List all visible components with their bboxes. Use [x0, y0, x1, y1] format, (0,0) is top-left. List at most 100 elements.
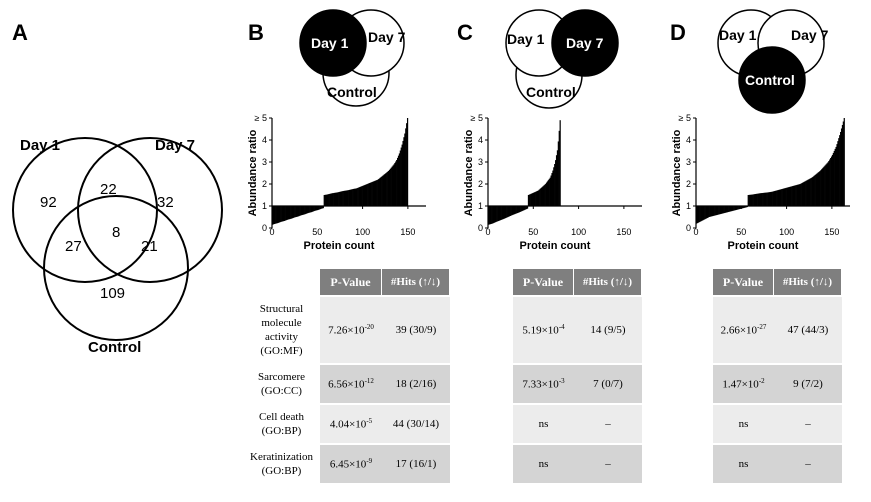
bar	[821, 168, 824, 206]
bar	[507, 206, 509, 218]
bar	[498, 206, 501, 221]
bar	[788, 187, 790, 206]
pvalue-cell: 4.04×10-5	[320, 403, 382, 443]
bar	[541, 187, 543, 206]
bar	[774, 190, 777, 206]
bar	[385, 173, 387, 206]
pvalue-exponent: -5	[366, 417, 373, 426]
bar	[351, 189, 353, 206]
pvalue-cell: ns	[513, 443, 574, 483]
pvalue-base: 1.47×10	[722, 378, 759, 391]
bar	[358, 187, 360, 206]
bar	[749, 194, 751, 206]
bar	[827, 162, 829, 206]
bar	[387, 171, 389, 206]
bar	[808, 179, 810, 206]
table-row: Keratinization (GO:BP) 6.45×10-9 17 (16/1)	[243, 443, 450, 483]
bar	[403, 137, 405, 206]
hits-cell: 39 (30/9)	[382, 295, 450, 363]
bar	[289, 206, 291, 220]
go-term-label: Sarcomere (GO:CC)	[243, 363, 320, 403]
bar	[400, 147, 402, 206]
hits-cell: 7 (0/7)	[574, 363, 642, 403]
bar	[792, 185, 795, 206]
bar	[406, 123, 408, 206]
hits-cell: –	[574, 443, 642, 483]
bar	[367, 183, 369, 206]
table-row: ns –	[713, 403, 842, 443]
bar	[733, 206, 735, 211]
bar	[508, 206, 511, 217]
bar	[818, 171, 820, 206]
bar	[488, 206, 490, 225]
bar	[389, 168, 391, 206]
bar	[326, 194, 328, 206]
x-tick-label: 100	[571, 227, 586, 237]
bar	[705, 206, 707, 219]
bar	[824, 165, 826, 206]
bar	[534, 192, 536, 206]
bar	[760, 193, 762, 206]
bar	[277, 206, 279, 224]
bar	[768, 192, 770, 206]
venn-count-all-three: 8	[112, 224, 120, 241]
bar	[816, 173, 818, 206]
bar	[698, 206, 700, 223]
bar	[395, 161, 397, 206]
table-row: 2.66×10-27 47 (44/3)	[713, 295, 842, 363]
bar	[535, 191, 537, 206]
bar	[830, 158, 832, 206]
y-tick-label: 0	[686, 223, 691, 233]
table-row: 1.47×10-2 9 (7/2)	[713, 363, 842, 403]
venn-count-day7-only: 32	[157, 194, 174, 211]
bar	[794, 185, 796, 206]
bar	[383, 174, 385, 206]
bar	[402, 140, 404, 206]
bar	[287, 206, 289, 220]
bar	[826, 163, 828, 206]
x-tick-label: 100	[355, 227, 370, 237]
go-term-line: activity	[265, 331, 298, 343]
bar	[506, 206, 508, 218]
bar	[300, 206, 303, 216]
bar	[773, 191, 776, 206]
bar	[735, 206, 738, 210]
bar	[361, 186, 363, 206]
bar	[375, 180, 377, 206]
venn-circle-control	[43, 195, 189, 341]
bar	[713, 206, 715, 216]
bar	[819, 171, 821, 206]
bar	[392, 165, 394, 206]
bar	[377, 179, 380, 206]
bar	[800, 183, 802, 206]
bar	[352, 188, 354, 206]
bar	[303, 206, 305, 215]
bar	[401, 144, 403, 206]
bar	[339, 191, 342, 206]
bar	[550, 175, 552, 206]
bar	[311, 206, 314, 212]
x-tick-label: 50	[312, 227, 322, 237]
bar	[554, 164, 556, 206]
hits-cell: 47 (44/3)	[774, 295, 842, 363]
bar	[747, 195, 749, 206]
bar	[348, 190, 350, 206]
pvalue-cell: ns	[713, 403, 774, 443]
bar	[279, 206, 281, 223]
bar	[340, 191, 343, 206]
go-term-line: Cell death	[259, 411, 304, 423]
bar	[306, 206, 308, 214]
bar	[523, 206, 525, 211]
pvalue-base: 7.33×10	[522, 378, 559, 391]
bar	[356, 188, 358, 206]
bar	[510, 206, 512, 216]
bar	[829, 159, 831, 206]
hits-cell: –	[774, 443, 842, 483]
bar	[529, 194, 531, 206]
bar	[376, 180, 378, 206]
bar	[748, 194, 750, 206]
bar	[353, 188, 355, 206]
hits-header: #Hits (↑/↓)	[774, 269, 842, 295]
bar	[545, 182, 548, 206]
